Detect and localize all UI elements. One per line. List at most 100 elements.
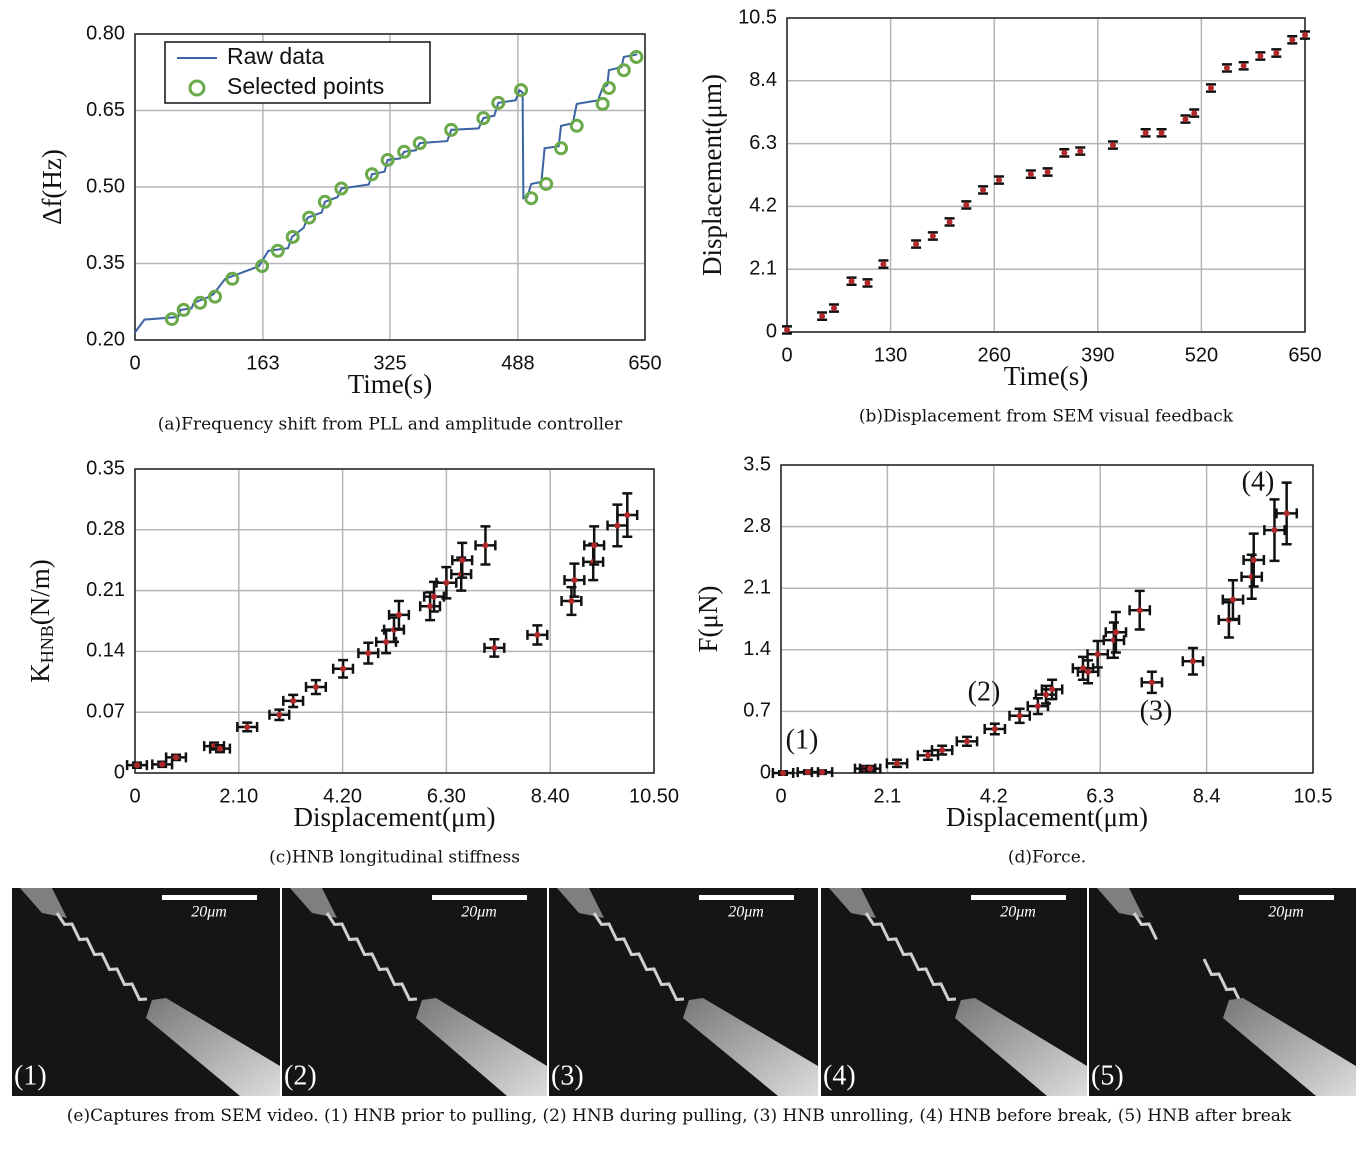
x-axis-label: Displacement(μm) [294, 802, 496, 832]
point [193, 295, 208, 310]
x-axis-label: Time(s) [348, 369, 433, 399]
point [780, 770, 787, 776]
point [312, 684, 319, 691]
point [819, 769, 826, 776]
point [340, 665, 347, 672]
point [1079, 665, 1086, 672]
annotation: (1) [786, 724, 819, 755]
x-tick-label: 2.1 [873, 785, 901, 807]
plot-frame [134, 468, 655, 774]
point [864, 279, 871, 286]
point [1158, 129, 1165, 136]
point [601, 81, 616, 96]
y-tick-label: 3.5 [743, 453, 771, 475]
scale-bar-label: 20μm [1268, 904, 1304, 921]
point [431, 593, 438, 600]
point [591, 542, 598, 549]
point [784, 326, 790, 333]
point [894, 760, 901, 767]
point [995, 177, 1002, 184]
x-axis-label: Displacement(μm) [946, 802, 1148, 832]
point [476, 111, 491, 126]
point [571, 577, 578, 584]
point [1302, 32, 1308, 39]
point [1142, 129, 1149, 136]
point [397, 144, 412, 159]
point [364, 167, 379, 182]
point [1085, 668, 1092, 675]
y-tick-label: 0.50 [86, 175, 125, 197]
point [804, 769, 811, 776]
point [554, 141, 569, 156]
point [1207, 84, 1214, 91]
plot-frame [780, 464, 1314, 774]
probe-tip [1223, 998, 1356, 1096]
point [290, 697, 297, 704]
point [1240, 62, 1247, 69]
image-label: (4) [823, 1060, 856, 1091]
x-tick-label: 10.5 [1294, 785, 1333, 807]
point [1049, 686, 1056, 693]
point [913, 241, 920, 248]
probe-tip [416, 998, 547, 1096]
cantilever [290, 888, 337, 918]
point [395, 611, 402, 618]
point [524, 191, 539, 206]
y-tick-label: 2.8 [743, 515, 771, 537]
legend-label: Selected points [227, 73, 384, 99]
point [1042, 691, 1049, 698]
y-tick-label: 10.5 [738, 6, 777, 28]
point [929, 233, 936, 240]
legend-box [164, 41, 431, 104]
point [1229, 596, 1236, 603]
point [1112, 629, 1119, 636]
scale-bar-label: 20μm [191, 904, 227, 921]
y-tick-label: 0.07 [86, 700, 125, 722]
x-tick-label: 520 [1185, 344, 1218, 366]
cantilever [557, 888, 604, 918]
point [380, 152, 395, 167]
point [848, 278, 855, 285]
x-tick-label: 0 [781, 344, 792, 366]
point [819, 313, 826, 320]
point [569, 118, 584, 133]
annotation: (2) [968, 676, 1001, 707]
plot-frame [134, 33, 646, 341]
annotation: (4) [1242, 466, 1275, 497]
y-tick-label: 0 [766, 320, 777, 342]
x-axis-label: Time(s) [1004, 361, 1089, 391]
y-axis-label: F(μN) [693, 586, 723, 653]
point [880, 261, 887, 268]
point [1027, 171, 1034, 178]
point [616, 63, 631, 78]
point [159, 761, 166, 768]
point [939, 747, 946, 754]
y-label-main: K [25, 663, 55, 683]
x-tick-label: 8.4 [1193, 785, 1221, 807]
legend-label: Raw data [227, 43, 324, 69]
scale-bar [699, 895, 794, 900]
x-tick-label: 260 [978, 344, 1011, 366]
scale-bar [162, 895, 257, 900]
point [629, 49, 644, 64]
point [334, 181, 349, 196]
point [991, 726, 998, 732]
point [1109, 142, 1116, 149]
nanobelt [592, 912, 685, 1002]
nanobelt [864, 912, 957, 1002]
scale-bar-label: 20μm [461, 904, 497, 921]
y-tick-label: 0.35 [86, 457, 125, 479]
point [614, 522, 621, 529]
point [1191, 110, 1198, 117]
point [276, 711, 283, 718]
probe-tip [146, 998, 280, 1096]
point [963, 738, 970, 745]
point [624, 512, 631, 519]
figure: 0 163 325 488 650 0.20 0.35 0.50 0.65 0.80 Time(s)… [12, 6, 1356, 1096]
nanobelt [325, 912, 418, 1002]
point [831, 305, 838, 312]
point [1182, 116, 1189, 123]
point [1077, 148, 1084, 155]
point [1016, 712, 1023, 719]
